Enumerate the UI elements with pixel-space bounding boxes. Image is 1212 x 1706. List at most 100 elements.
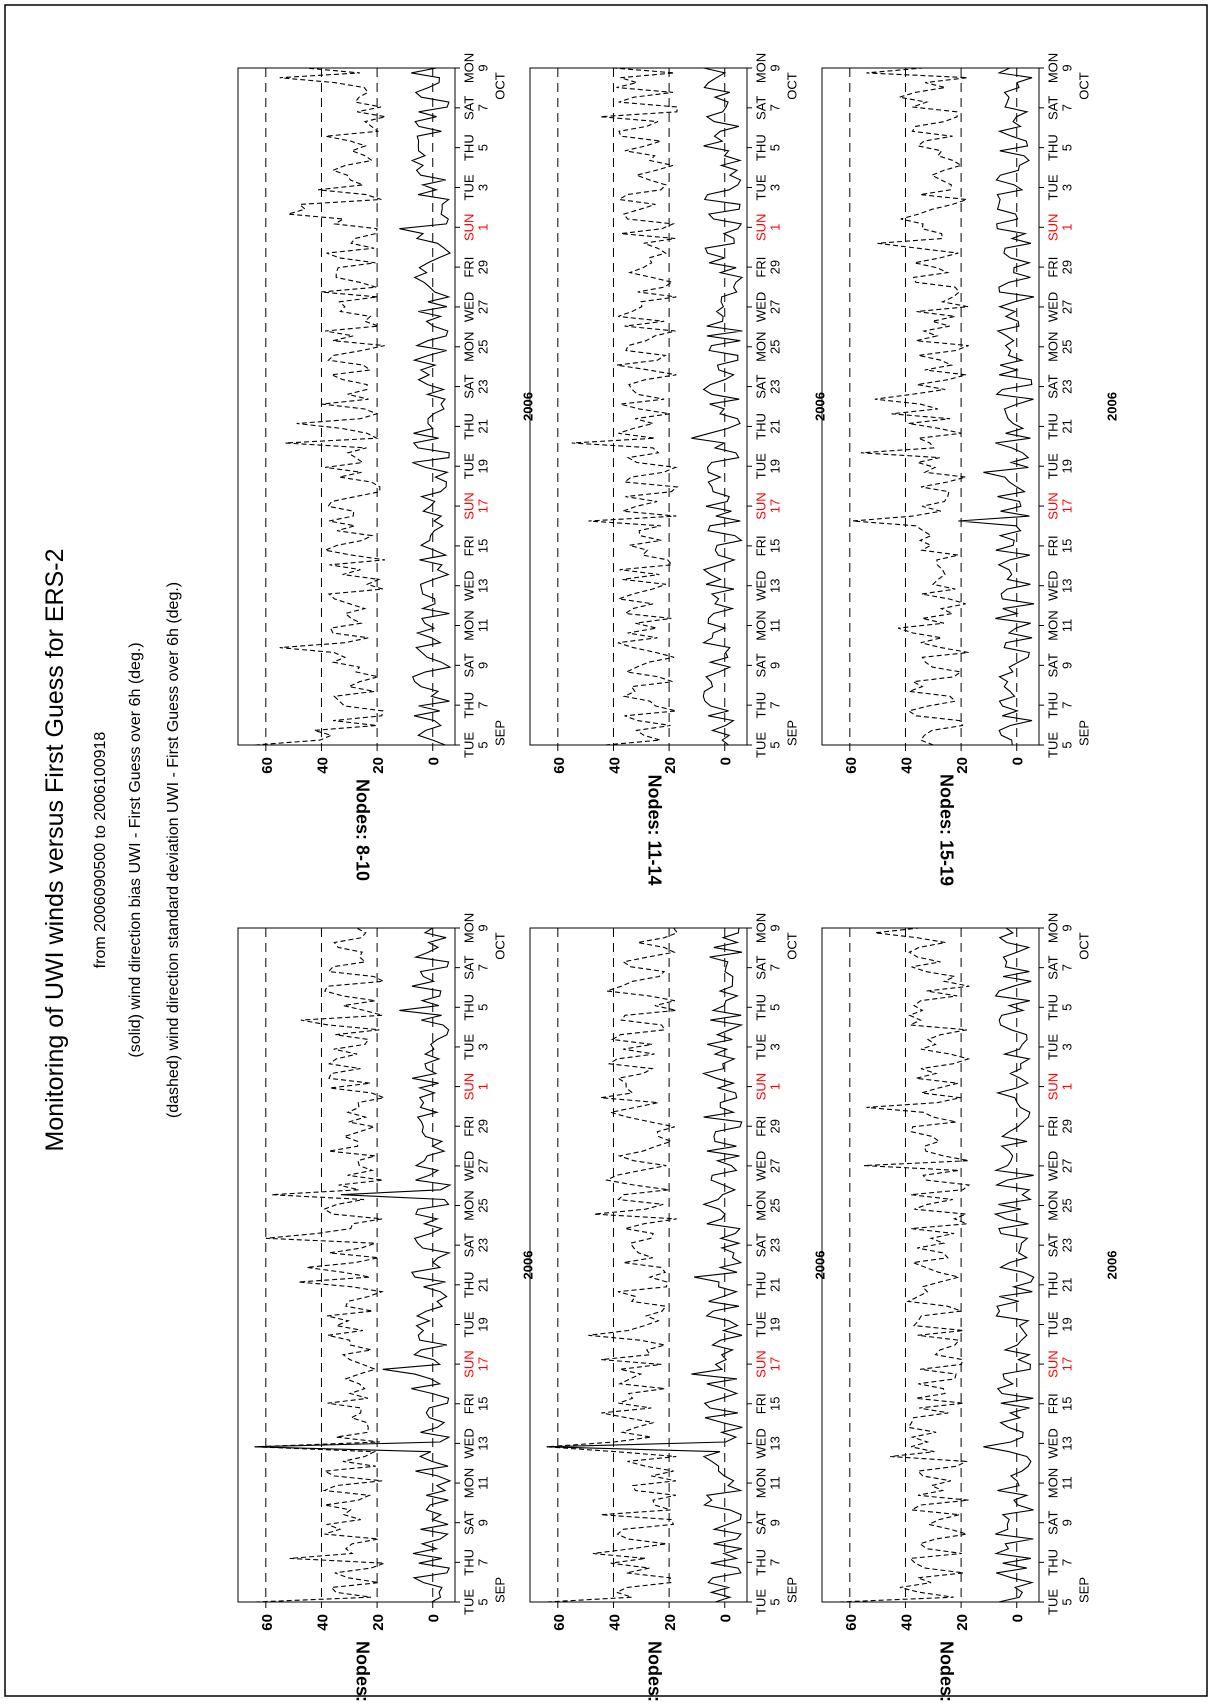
x-weekday-label: SAT (754, 96, 769, 120)
x-day-label: 3 (768, 184, 783, 191)
x-weekday-label: FRI (462, 257, 477, 278)
x-weekday-label: THU (462, 413, 477, 440)
x-day-label: 27 (768, 1159, 783, 1173)
x-day-label: 23 (768, 1238, 783, 1252)
x-month-label: OCT (785, 932, 800, 960)
x-weekday-label: MON (462, 1190, 477, 1220)
y-axis-label: Nodes: 8-10 (353, 779, 373, 881)
x-weekday-label: WED (462, 571, 477, 601)
x-day-label: 29 (1060, 1119, 1075, 1133)
x-day-label: 9 (1060, 64, 1075, 71)
x-day-label: 7 (768, 702, 783, 709)
x-day-label: 21 (1060, 1278, 1075, 1292)
x-weekday-label: TUE (1046, 1034, 1061, 1060)
x-weekday-label: TUE (754, 732, 769, 758)
plot-frame (821, 927, 1040, 1603)
x-day-label: 13 (476, 578, 491, 592)
x-weekday-label: THU (462, 1271, 477, 1298)
x-day-label: 19 (1060, 1317, 1075, 1331)
x-day-label: 29 (768, 1119, 783, 1133)
x-day-label: 21 (476, 1278, 491, 1292)
x-month-label: SEP (785, 720, 800, 746)
y-tick-label: 40 (898, 757, 915, 774)
x-day-label: 11 (1060, 1476, 1075, 1490)
plot-frame (821, 67, 1040, 746)
x-day-label: 13 (768, 578, 783, 592)
x-weekday-label: TUE (754, 1034, 769, 1060)
x-weekday-label: SAT (462, 653, 477, 677)
x-weekday-label: SAT (1046, 96, 1061, 120)
x-weekday-label: WED (1046, 292, 1061, 322)
y-tick-label: 20 (370, 757, 387, 774)
y-tick-label: 0 (426, 757, 443, 765)
x-day-label: 1 (768, 224, 783, 231)
x-weekday-label: MON (462, 913, 477, 943)
x-day-label: 7 (476, 702, 491, 709)
x-day-label: 7 (768, 964, 783, 971)
x-day-label: 25 (1060, 1198, 1075, 1212)
series-solid-bias (399, 67, 452, 746)
y-tick-label: 60 (259, 1614, 276, 1631)
x-weekday-label: SUN (1046, 492, 1061, 519)
x-day-label: 5 (768, 1004, 783, 1011)
x-weekday-label: MON (754, 1190, 769, 1220)
x-day-label: 1 (476, 1083, 491, 1090)
x-year-label: 2006 (1105, 392, 1120, 421)
y-tick-label: 40 (314, 1614, 331, 1631)
x-day-label: 15 (768, 539, 783, 553)
y-tick-label: 20 (954, 1614, 971, 1631)
page-border (4, 4, 1208, 1697)
y-axis-label: Nodes: 3-4 (645, 1641, 665, 1701)
x-weekday-label: SAT (1046, 955, 1061, 979)
x-weekday-label: SAT (462, 1233, 477, 1257)
x-day-label: 3 (768, 1043, 783, 1050)
x-day-label: 7 (1060, 702, 1075, 709)
x-weekday-label: TUE (754, 1589, 769, 1615)
x-day-label: 9 (1060, 662, 1075, 669)
x-year-label: 2006 (813, 1251, 828, 1280)
series-dashed-std-dev (546, 927, 679, 1603)
x-weekday-label: FRI (754, 1116, 769, 1137)
x-day-label: 7 (476, 104, 491, 111)
x-day-label: 15 (768, 1397, 783, 1411)
x-day-label: 11 (1060, 619, 1075, 633)
x-weekday-label: SUN (1046, 1350, 1061, 1377)
x-weekday-label: WED (754, 1428, 769, 1458)
x-weekday-label: FRI (754, 1393, 769, 1414)
x-weekday-label: TUE (462, 1589, 477, 1615)
series-solid-bias (691, 67, 744, 746)
x-weekday-label: FRI (1046, 535, 1061, 556)
x-weekday-label: TUE (462, 453, 477, 479)
x-weekday-label: WED (1046, 571, 1061, 601)
x-month-label: SEP (785, 1577, 800, 1603)
x-day-label: 17 (476, 1357, 491, 1371)
x-day-label: 13 (1060, 1436, 1075, 1450)
x-weekday-label: SUN (754, 1073, 769, 1100)
x-day-label: 7 (476, 964, 491, 971)
x-day-label: 5 (1060, 1598, 1075, 1605)
x-day-label: 29 (1060, 260, 1075, 274)
x-weekday-label: SAT (754, 1510, 769, 1534)
x-day-label: 5 (768, 144, 783, 151)
y-axis-label: Nodes: 15-19 (937, 774, 957, 886)
x-weekday-label: THU (1046, 1549, 1061, 1576)
x-day-label: 11 (768, 1476, 783, 1490)
x-day-label: 25 (768, 1198, 783, 1212)
series-dashed-std-dev (254, 67, 386, 746)
x-month-label: SEP (493, 1577, 508, 1603)
y-tick-label: 0 (718, 1614, 735, 1622)
x-weekday-label: THU (754, 692, 769, 719)
x-day-label: 27 (1060, 300, 1075, 314)
x-month-label: OCT (493, 932, 508, 960)
x-day-label: 13 (1060, 578, 1075, 592)
y-tick-label: 60 (551, 757, 568, 774)
x-weekday-label: TUE (1046, 174, 1061, 200)
main-title: Monitoring of UWI winds versus First Gue… (41, 549, 69, 1152)
series-dashed-std-dev (254, 927, 387, 1603)
x-weekday-label: MON (1046, 332, 1061, 362)
